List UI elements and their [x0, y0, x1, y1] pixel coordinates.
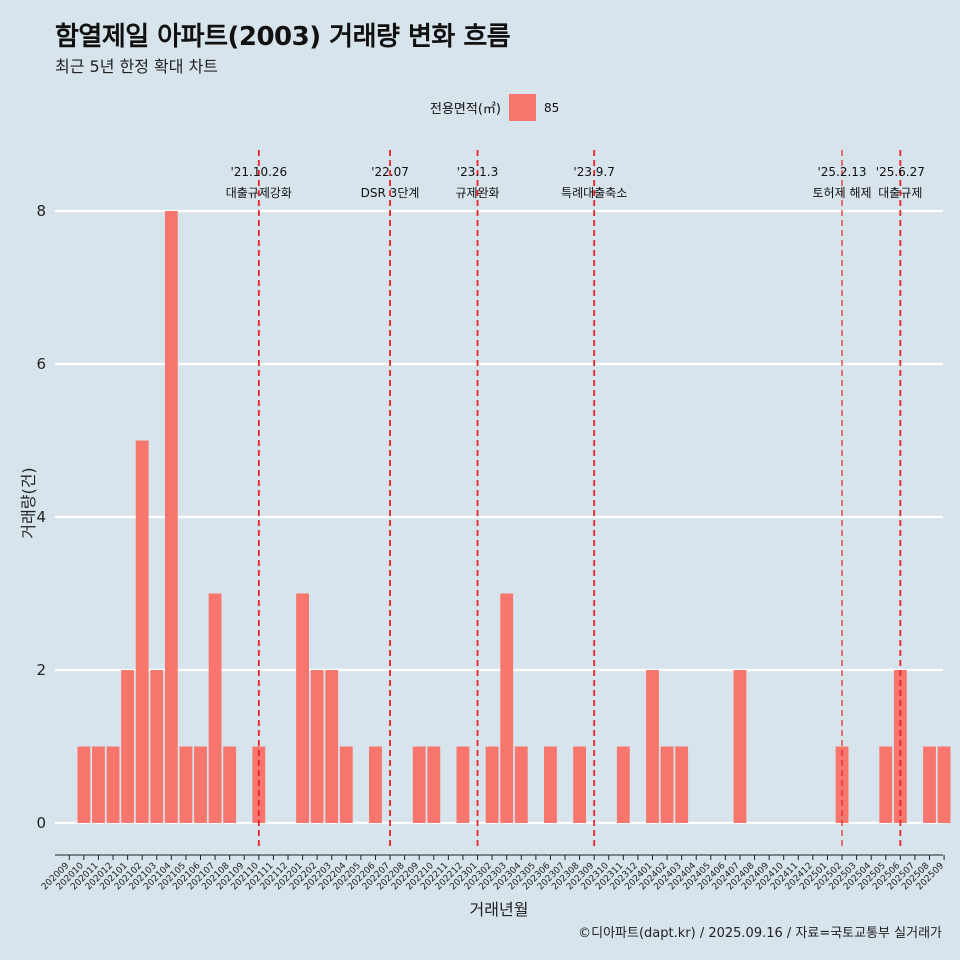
bar-202212 — [456, 746, 470, 823]
bar-202508 — [923, 746, 936, 823]
event-date-label: '22.07 — [371, 165, 409, 179]
event-date-label: '23.1.3 — [457, 165, 498, 179]
bar-202107 — [208, 593, 222, 823]
bar-202206 — [369, 746, 382, 823]
bar-202402 — [660, 746, 674, 823]
bar-202304 — [514, 746, 528, 823]
legend-title: 전용면적(㎡) — [430, 102, 501, 117]
bar-202101 — [121, 670, 135, 823]
event-name-label: 규제완화 — [455, 186, 499, 200]
event-name-label: 대출규제 — [878, 186, 922, 200]
bar-202204 — [339, 746, 353, 823]
bar-202505 — [879, 746, 893, 823]
bar-202407 — [733, 670, 747, 823]
chart-title: 함열제일 아파트(2003) 거래량 변화 흐름 — [55, 22, 511, 52]
bar-202311 — [616, 746, 630, 823]
bar-202105 — [179, 746, 193, 823]
event-date-label: '25.6.27 — [876, 165, 925, 179]
bar-202302 — [485, 746, 499, 823]
legend: 전용면적(㎡) 85 — [430, 94, 559, 121]
y-tick-label: 2 — [36, 661, 46, 679]
bar-202203 — [325, 670, 339, 823]
y-axis-title: 거래량(건) — [19, 467, 38, 538]
bar-202202 — [310, 670, 324, 823]
bar-202210 — [427, 746, 441, 823]
event-date-label: '23.9.7 — [573, 165, 614, 179]
bar-202104 — [164, 211, 178, 823]
bar-202306 — [544, 746, 557, 823]
y-tick-label: 4 — [36, 508, 46, 526]
bar-202401 — [646, 670, 659, 823]
event-name-label: 특례대출축소 — [561, 186, 627, 200]
bar-202102 — [135, 440, 149, 823]
bar-202303 — [500, 593, 514, 823]
event-date-label: '25.2.13 — [817, 165, 866, 179]
x-axis-title: 거래년월 — [470, 900, 529, 919]
event-date-label: '21.10.26 — [230, 165, 287, 179]
legend-swatch — [508, 94, 536, 121]
bar-202108 — [223, 746, 237, 823]
y-tick-label: 0 — [36, 814, 46, 832]
event-name-label: DSR 3단계 — [361, 186, 420, 200]
chart-caption: ©디아파트(dapt.kr) / 2025.09.16 / 자료=국토교통부 실… — [578, 926, 942, 941]
bar-202011 — [92, 746, 105, 823]
bar-202106 — [194, 746, 207, 823]
bar-202103 — [150, 670, 164, 823]
bar-202010 — [77, 746, 91, 823]
y-tick-label: 6 — [36, 355, 46, 373]
bar-202506 — [893, 670, 907, 823]
chart-subtitle: 최근 5년 한정 확대 차트 — [55, 57, 219, 76]
bar-202201 — [296, 593, 309, 823]
bar-202012 — [106, 746, 120, 823]
event-name-label: 대출규제강화 — [226, 186, 292, 200]
bar-202209 — [412, 746, 426, 823]
bar-202308 — [573, 746, 587, 823]
bar-202509 — [937, 746, 951, 823]
event-name-label: 토허제 해제 — [813, 186, 872, 200]
legend-item-label: 85 — [543, 100, 560, 115]
y-tick-label: 8 — [36, 202, 46, 220]
bar-202403 — [675, 746, 689, 823]
